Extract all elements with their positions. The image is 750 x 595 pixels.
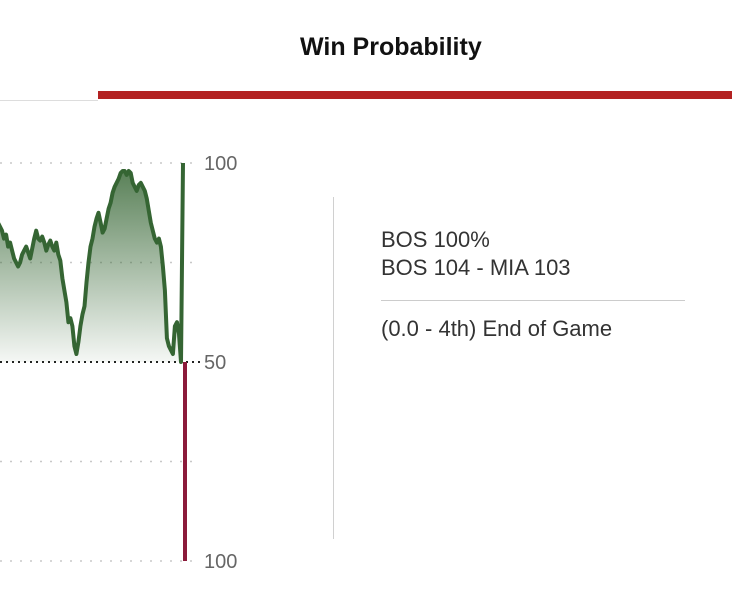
y-tick-label: 100 bbox=[204, 153, 237, 175]
home-win-area bbox=[0, 163, 183, 362]
active-tab-indicator bbox=[98, 91, 732, 99]
y-tick-label: 50 bbox=[204, 352, 226, 374]
game-info-panel: BOS 100% BOS 104 - MIA 103 (0.0 - 4th) E… bbox=[381, 226, 685, 343]
info-separator bbox=[381, 300, 685, 301]
y-tick-label: 100 bbox=[204, 551, 237, 573]
chart-title: Win Probability bbox=[300, 33, 482, 61]
info-divider bbox=[333, 197, 334, 539]
score-line: BOS 104 - MIA 103 bbox=[381, 255, 571, 280]
win-percent: BOS 100% bbox=[381, 227, 490, 252]
game-status: (0.0 - 4th) End of Game bbox=[381, 316, 613, 341]
home-win-line bbox=[0, 162, 185, 364]
tab-divider bbox=[0, 100, 98, 101]
